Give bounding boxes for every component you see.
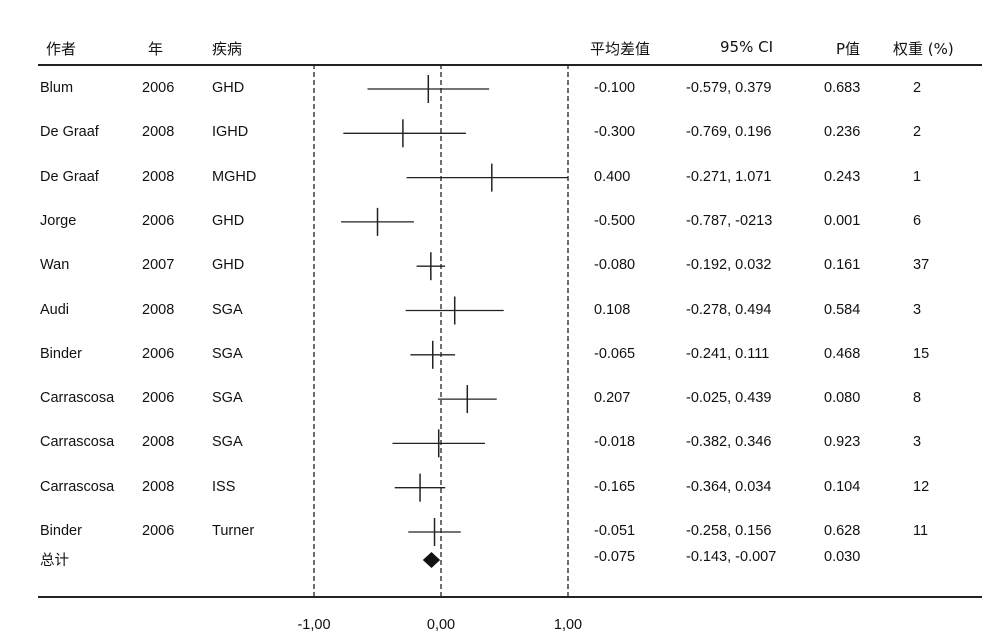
study-year: 2008 <box>142 434 175 451</box>
total-mean-diff: -0.075 <box>594 549 636 565</box>
study-ci: -0.382, 0.346 <box>686 434 772 451</box>
study-ci: -0.579, 0.379 <box>686 80 772 96</box>
study-weight: 1 <box>913 168 922 185</box>
study-disease: GHD <box>212 212 245 229</box>
study-p: 0.080 <box>824 390 861 407</box>
study-author: De Graaf <box>40 168 99 185</box>
study-disease: SGA <box>212 345 243 362</box>
study-mean-diff: -0.100 <box>594 80 636 96</box>
study-year: 2006 <box>142 80 175 96</box>
study-author: Wan <box>40 257 70 274</box>
study-disease: SGA <box>212 301 243 318</box>
study-weight: 6 <box>913 212 922 229</box>
study-mean-diff: -0.051 <box>594 523 636 539</box>
header-p: P值 <box>836 40 861 58</box>
study-ci: -0.271, 1.071 <box>686 168 772 185</box>
study-weight: 37 <box>913 257 930 274</box>
study-author: De Graaf <box>40 124 99 141</box>
study-mean-diff: 0.207 <box>594 390 631 407</box>
study-p: 0.104 <box>824 478 861 495</box>
x-tick-label: 0,00 <box>426 617 456 633</box>
total-p: 0.030 <box>824 549 861 565</box>
table-bottom-rule <box>38 596 982 598</box>
study-mean-diff: 0.108 <box>594 301 631 318</box>
header-year: 年 <box>148 40 164 58</box>
study-p: 0.161 <box>824 257 861 274</box>
study-ci: -0.192, 0.032 <box>686 257 772 274</box>
header-disease: 疾病 <box>212 40 243 58</box>
study-year: 2007 <box>142 257 175 274</box>
study-disease: IGHD <box>212 124 249 141</box>
study-p: 0.243 <box>824 168 861 185</box>
study-mean-diff: -0.065 <box>594 345 636 362</box>
study-mean-diff: 0.400 <box>594 168 631 185</box>
study-weight: 3 <box>913 434 922 451</box>
study-p: 0.468 <box>824 345 861 362</box>
header-mean-diff: 平均差值 <box>590 40 651 58</box>
study-year: 2008 <box>142 124 175 141</box>
study-weight: 8 <box>913 390 922 407</box>
study-ci: -0.278, 0.494 <box>686 301 772 318</box>
total-label: 总计 <box>40 553 69 569</box>
study-ci: -0.769, 0.196 <box>686 124 772 141</box>
study-p: 0.683 <box>824 80 861 96</box>
study-disease: MGHD <box>212 168 257 185</box>
study-author: Carrascosa <box>40 478 115 495</box>
study-disease: GHD <box>212 80 245 96</box>
study-disease: GHD <box>212 257 245 274</box>
study-mean-diff: -0.165 <box>594 478 636 495</box>
x-tick-label: -1,00 <box>297 617 331 633</box>
study-mean-diff: -0.080 <box>594 257 636 274</box>
study-mean-diff: -0.300 <box>594 124 636 141</box>
header-ci: 95% CI <box>720 38 774 56</box>
table-top-rule <box>38 64 982 66</box>
study-p: 0.628 <box>824 523 861 539</box>
pooled-diamond <box>422 552 441 568</box>
study-disease: ISS <box>212 478 236 495</box>
study-weight: 12 <box>913 478 930 495</box>
study-weight: 11 <box>913 523 929 539</box>
study-author: Audi <box>40 301 70 318</box>
study-p: 0.236 <box>824 124 861 141</box>
header-author: 作者 <box>46 40 77 58</box>
study-author: Jorge <box>40 212 77 229</box>
study-author: Binder <box>40 523 82 539</box>
study-year: 2006 <box>142 345 175 362</box>
study-year: 2006 <box>142 390 175 407</box>
study-ci: -0.025, 0.439 <box>686 390 772 407</box>
x-tick-label: 1,00 <box>553 617 583 633</box>
study-ci: -0.241, 0.111 <box>686 345 770 362</box>
header-weight: 权重 (%) <box>893 40 954 58</box>
study-ci: -0.787, -0213 <box>686 212 773 229</box>
study-author: Blum <box>40 80 74 96</box>
study-disease: Turner <box>212 523 255 539</box>
study-mean-diff: -0.500 <box>594 212 636 229</box>
study-year: 2006 <box>142 212 175 229</box>
study-year: 2008 <box>142 478 175 495</box>
study-year: 2006 <box>142 523 175 539</box>
study-author: Binder <box>40 345 82 362</box>
study-author: Carrascosa <box>40 390 115 407</box>
study-ci: -0.258, 0.156 <box>686 523 772 539</box>
study-year: 2008 <box>142 301 175 318</box>
study-ci: -0.364, 0.034 <box>686 478 772 495</box>
total-ci: -0.143, -0.007 <box>686 549 777 565</box>
study-disease: SGA <box>212 434 243 451</box>
study-p: 0.584 <box>824 301 861 318</box>
study-p: 0.923 <box>824 434 861 451</box>
study-mean-diff: -0.018 <box>594 434 636 451</box>
study-weight: 3 <box>913 301 922 318</box>
study-author: Carrascosa <box>40 434 115 451</box>
study-disease: SGA <box>212 390 243 407</box>
study-p: 0.001 <box>824 212 861 229</box>
study-weight: 2 <box>913 124 922 141</box>
study-year: 2008 <box>142 168 175 185</box>
study-weight: 15 <box>913 345 930 362</box>
study-weight: 2 <box>913 80 922 96</box>
